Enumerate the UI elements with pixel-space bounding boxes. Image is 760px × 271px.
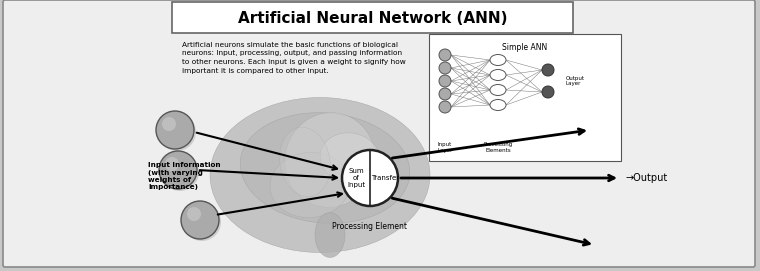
Circle shape xyxy=(439,62,451,74)
Circle shape xyxy=(542,86,554,98)
Ellipse shape xyxy=(315,212,345,257)
Text: Output
Layer: Output Layer xyxy=(566,76,585,86)
Circle shape xyxy=(158,113,196,151)
Circle shape xyxy=(439,75,451,87)
Ellipse shape xyxy=(280,127,331,197)
Text: Transfer: Transfer xyxy=(371,175,399,181)
Text: Input
Layer: Input Layer xyxy=(437,142,453,153)
Circle shape xyxy=(159,151,197,189)
Text: Input Information
(with varying
weights of
importance): Input Information (with varying weights … xyxy=(148,162,220,191)
Circle shape xyxy=(342,150,398,206)
Ellipse shape xyxy=(490,69,506,80)
Circle shape xyxy=(165,157,179,171)
Ellipse shape xyxy=(490,85,506,95)
FancyBboxPatch shape xyxy=(172,2,573,33)
Text: Sum
of
Input: Sum of Input xyxy=(347,168,365,188)
Ellipse shape xyxy=(490,99,506,111)
Circle shape xyxy=(542,64,554,76)
FancyBboxPatch shape xyxy=(3,0,755,267)
Circle shape xyxy=(439,49,451,61)
Circle shape xyxy=(156,111,194,149)
Text: Processing Element: Processing Element xyxy=(333,222,407,231)
Text: Artificial Neural Network (ANN): Artificial Neural Network (ANN) xyxy=(238,11,507,26)
Circle shape xyxy=(439,101,451,113)
Circle shape xyxy=(439,88,451,100)
Circle shape xyxy=(187,207,201,221)
Circle shape xyxy=(181,201,219,239)
Text: Processing
Elements: Processing Elements xyxy=(483,142,513,153)
Ellipse shape xyxy=(210,98,430,253)
Ellipse shape xyxy=(320,133,380,183)
Ellipse shape xyxy=(490,54,506,66)
FancyBboxPatch shape xyxy=(429,34,621,161)
Text: Simple ANN: Simple ANN xyxy=(502,43,548,52)
Ellipse shape xyxy=(285,113,375,207)
Circle shape xyxy=(162,117,176,131)
Circle shape xyxy=(183,203,221,241)
Text: →Output: →Output xyxy=(625,173,667,183)
Text: Artificial neurons simulate the basic functions of biological
neurons: Input, pr: Artificial neurons simulate the basic fu… xyxy=(182,42,406,73)
Circle shape xyxy=(161,153,199,191)
Ellipse shape xyxy=(240,113,410,223)
Ellipse shape xyxy=(270,152,350,218)
